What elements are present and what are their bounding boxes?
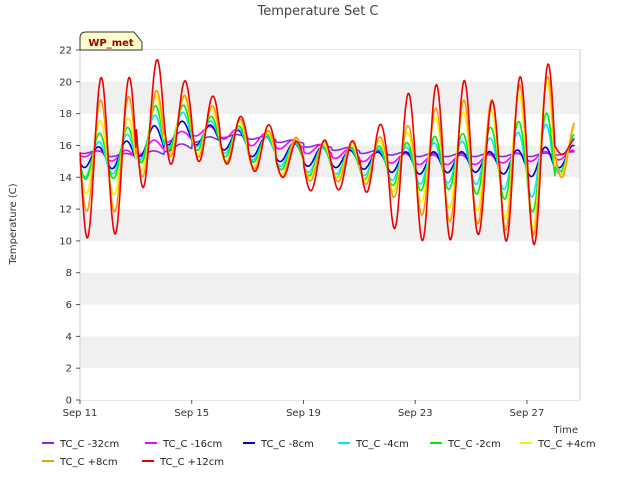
legend-label: TC_C -8cm [260, 439, 314, 450]
legend-item: TC_C -4cm [338, 439, 409, 450]
chart-title: Temperature Set C [256, 4, 378, 19]
legend-item: TC_C -8cm [243, 439, 314, 450]
x-tick-label: Sep 15 [174, 408, 209, 419]
grid-band [80, 177, 580, 210]
legend-item: TC_C +8cm [42, 457, 118, 468]
badge-label: WP_met [88, 38, 134, 49]
y-tick-label: 16 [59, 141, 72, 152]
y-tick-label: 12 [59, 205, 72, 216]
legend-label: TC_C -2cm [447, 439, 501, 450]
y-tick-label: 14 [59, 173, 72, 184]
legend: TC_C -32cm TC_C -16cm TC_C -8cm TC_C -4cm TC… [42, 439, 596, 468]
legend-item: TC_C -16cm [145, 439, 222, 450]
x-tick-label: Sep 23 [398, 408, 433, 419]
x-axis-ticks: Sep 11 Sep 15 Sep 19 Sep 23 Sep 27 [63, 400, 545, 419]
grid-band [80, 304, 580, 337]
y-tick-label: 8 [66, 268, 72, 279]
grid-band [80, 368, 580, 400]
station-badge: WP_met [79, 31, 143, 51]
legend-label: TC_C -4cm [355, 439, 409, 450]
legend-label: TC_C +8cm [59, 457, 118, 468]
y-axis-ticks: 0 2 4 6 8 10 12 14 16 18 20 22 [59, 46, 80, 407]
y-tick-label: 20 [59, 77, 72, 88]
legend-label: TC_C -16cm [162, 439, 222, 450]
legend-item: TC_C +4cm [520, 439, 596, 450]
legend-label: TC_C +12cm [159, 457, 224, 468]
y-axis-label: Temperature (C) [8, 183, 19, 265]
legend-label: TC_C -32cm [59, 439, 119, 450]
x-tick-label: Sep 27 [510, 408, 545, 419]
grid-band [80, 336, 580, 369]
grid-band [80, 272, 580, 305]
legend-item: TC_C -32cm [42, 439, 119, 450]
y-tick-label: 6 [66, 300, 72, 311]
badge-box [79, 31, 143, 51]
legend-item: TC_C +12cm [142, 457, 224, 468]
x-axis-label: Time [553, 425, 578, 436]
y-tick-label: 2 [66, 364, 72, 375]
y-tick-label: 18 [59, 109, 72, 120]
legend-item: TC_C -2cm [430, 439, 501, 450]
y-tick-label: 0 [66, 396, 72, 407]
series-lines [79, 58, 576, 246]
x-tick-label: Sep 11 [63, 408, 98, 419]
grid-band [80, 50, 580, 82]
grid-band [80, 209, 580, 241]
series-line [79, 58, 575, 246]
legend-label: TC_C +4cm [537, 439, 596, 450]
y-tick-label: 22 [59, 46, 72, 57]
y-tick-label: 4 [66, 332, 72, 343]
x-tick-label: Sep 19 [286, 408, 321, 419]
y-tick-label: 10 [59, 236, 72, 247]
grid-band [80, 240, 580, 273]
